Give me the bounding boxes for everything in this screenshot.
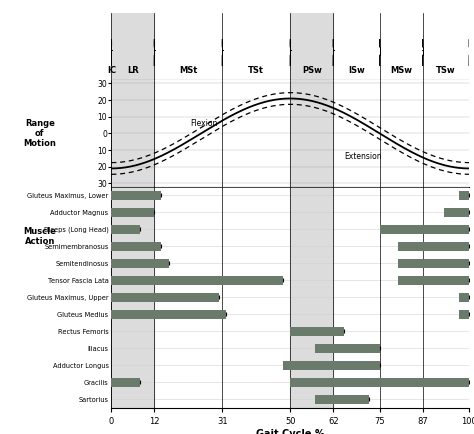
Bar: [315, 395, 369, 404]
Text: TSw: TSw: [436, 66, 456, 75]
Bar: [444, 207, 469, 217]
Bar: [111, 310, 226, 319]
Text: Extension: Extension: [344, 152, 382, 161]
Text: LR: LR: [127, 66, 139, 75]
Text: Flexion: Flexion: [190, 119, 218, 128]
Bar: [458, 191, 469, 200]
Text: PSw: PSw: [302, 66, 322, 75]
Bar: [290, 187, 333, 408]
Bar: [111, 225, 140, 234]
Bar: [111, 13, 155, 80]
Bar: [458, 310, 469, 319]
Text: Range
of
Motion: Range of Motion: [23, 118, 56, 148]
Text: ISw: ISw: [348, 66, 365, 75]
Bar: [398, 242, 469, 251]
Text: MSt: MSt: [179, 66, 198, 75]
Bar: [458, 293, 469, 302]
Bar: [111, 80, 155, 187]
Bar: [398, 259, 469, 268]
Bar: [111, 187, 155, 408]
Text: TSt: TSt: [248, 66, 264, 75]
Bar: [290, 378, 469, 387]
Bar: [111, 378, 140, 387]
Bar: [111, 207, 155, 217]
Text: MSw: MSw: [390, 66, 412, 75]
Bar: [111, 191, 162, 200]
Text: Muscle
Action: Muscle Action: [23, 227, 56, 246]
Bar: [380, 225, 469, 234]
Bar: [111, 276, 283, 285]
Bar: [111, 242, 162, 251]
Bar: [398, 276, 469, 285]
Bar: [111, 259, 169, 268]
Bar: [111, 293, 219, 302]
Bar: [290, 13, 333, 80]
Bar: [315, 344, 380, 353]
Text: IC: IC: [107, 66, 116, 75]
Bar: [290, 80, 333, 187]
X-axis label: Gait Cycle %: Gait Cycle %: [256, 429, 325, 434]
Bar: [290, 327, 344, 336]
Bar: [283, 361, 380, 370]
